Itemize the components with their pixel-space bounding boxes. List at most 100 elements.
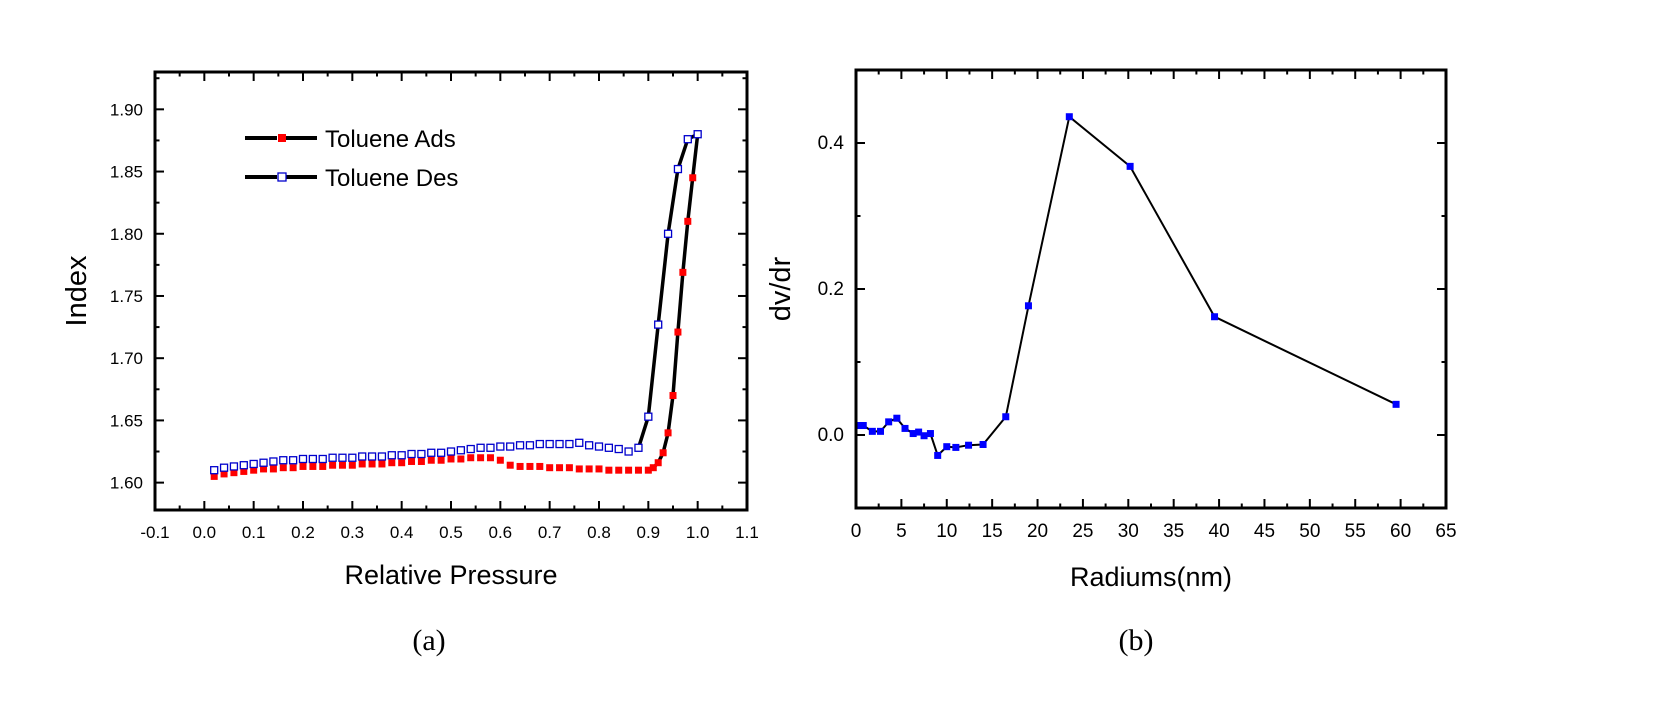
panel-a-ticks: -0.1 0.0 0.1 0.2 0.3 0.4 0.5 0.6 0.7 0.8 0.9 1.0 1.1… (110, 72, 759, 542)
data-point-toluene-ads (625, 466, 633, 474)
data-point-series (943, 443, 951, 451)
x-tick-label: 0.1 (242, 523, 266, 542)
x-tick-label: 0.3 (341, 523, 365, 542)
panel-b-x-axis-label: Radiums(nm) (1070, 562, 1232, 592)
x-tick-label: 0.8 (587, 523, 611, 542)
data-point-toluene-ads (679, 268, 687, 276)
x-tick-label: 30 (1118, 521, 1139, 542)
data-point-toluene-ads (260, 465, 268, 473)
data-point-toluene-des (219, 463, 229, 472)
data-point-toluene-des (456, 446, 466, 455)
y-tick-label: 1.80 (110, 225, 143, 244)
panel-b: 0 5 10 15 20 25 30 35 40 45 50 55 60 65 0.0 0.2 0.4 Radi… (765, 68, 1457, 657)
data-point-toluene-ads (556, 464, 564, 472)
data-point-series (893, 414, 901, 422)
data-point-toluene-des (535, 439, 544, 449)
panel-a-caption: (a) (412, 624, 445, 657)
data-point-series (915, 428, 923, 436)
data-point-toluene-ads (388, 459, 396, 467)
data-point-series (926, 430, 934, 438)
data-point-toluene-des (624, 447, 633, 456)
data-point-toluene-ads (595, 465, 603, 473)
data-point-toluene-des (417, 449, 426, 459)
series-line-series (859, 115, 1397, 457)
y-tick-label: 1.60 (110, 474, 143, 493)
data-point-toluene-ads (649, 464, 657, 472)
data-point-toluene-ads (496, 456, 504, 464)
data-point-toluene-ads (477, 454, 485, 462)
data-point-toluene-ads (319, 462, 327, 470)
data-point-toluene-ads (669, 392, 677, 400)
data-point-toluene-ads (565, 464, 573, 472)
data-point-toluene-ads (348, 461, 356, 469)
data-point-toluene-des (673, 164, 683, 174)
x-tick-label: 0.9 (637, 523, 661, 542)
data-point-series (909, 430, 917, 438)
data-point-toluene-des (427, 448, 436, 457)
x-tick-label: 1.0 (686, 523, 710, 542)
x-tick-label: 0.0 (193, 523, 217, 542)
data-point-series (877, 427, 885, 435)
panel-b-ticks: 0 5 10 15 20 25 30 35 40 45 50 55 60 65 0.0 0.2 0.4 (818, 69, 1457, 542)
data-point-series (868, 427, 876, 435)
x-tick-label: 65 (1435, 521, 1456, 542)
y-tick-label: 1.90 (110, 100, 143, 119)
data-point-toluene-ads (447, 455, 455, 463)
data-point-toluene-des (486, 443, 495, 452)
x-tick-label: 10 (936, 521, 957, 542)
data-point-toluene-des (259, 458, 268, 467)
x-tick-label: 45 (1254, 521, 1275, 542)
data-point-toluene-des (308, 454, 318, 464)
data-point-toluene-des (506, 442, 515, 451)
data-point-toluene-des (496, 442, 505, 451)
x-tick-label: 0.5 (439, 523, 463, 542)
x-tick-label: 5 (896, 521, 907, 542)
data-point-series (859, 422, 867, 430)
data-point-toluene-des (555, 439, 564, 449)
y-tick-label: 0.4 (818, 133, 845, 154)
legend-marker-toluene-des (277, 172, 287, 182)
data-point-toluene-des (525, 441, 535, 450)
y-tick-label: 0.2 (818, 279, 844, 300)
data-point-toluene-des (249, 459, 258, 469)
data-point-toluene-ads (486, 454, 494, 462)
x-tick-label: 60 (1390, 521, 1411, 542)
data-point-toluene-des (466, 444, 475, 454)
data-point-toluene-ads (378, 460, 386, 468)
series-line-toluene-des (636, 132, 699, 449)
data-point-series (979, 440, 987, 448)
data-point-toluene-des (575, 438, 584, 447)
data-point-toluene-ads (457, 455, 465, 463)
data-point-toluene-des (210, 466, 219, 475)
data-point-toluene-ads (575, 465, 583, 473)
data-point-toluene-des (338, 453, 347, 462)
data-point-toluene-ads (358, 460, 366, 468)
data-point-series (885, 418, 893, 426)
data-point-toluene-ads (279, 464, 287, 472)
data-point-toluene-des (239, 461, 248, 470)
data-point-toluene-ads (210, 472, 218, 480)
data-point-toluene-des (594, 442, 604, 451)
data-point-series (856, 422, 864, 430)
data-point-toluene-des (377, 452, 387, 461)
panel-b-y-axis-label: dv/dr (765, 256, 797, 321)
data-point-toluene-des (644, 412, 653, 421)
data-point-toluene-ads (526, 462, 534, 470)
data-point-toluene-ads (689, 174, 697, 182)
data-point-toluene-ads (684, 217, 692, 225)
data-point-toluene-des (269, 457, 278, 466)
data-point-series (1211, 313, 1219, 321)
data-point-toluene-des (614, 444, 623, 454)
data-point-toluene-ads (467, 454, 475, 462)
y-tick-label: 1.65 (110, 411, 143, 430)
data-point-series (901, 424, 909, 432)
data-point-toluene-des (476, 443, 485, 452)
data-point-toluene-des (446, 447, 456, 456)
panel-a-legend: Toluene Ads Toluene Des (245, 126, 458, 192)
data-point-toluene-des (436, 448, 446, 457)
data-point-toluene-des (288, 456, 298, 465)
x-tick-label: 15 (982, 521, 1003, 542)
data-point-toluene-des (367, 452, 377, 461)
y-tick-label: 1.85 (110, 163, 143, 182)
data-point-series (934, 451, 942, 459)
